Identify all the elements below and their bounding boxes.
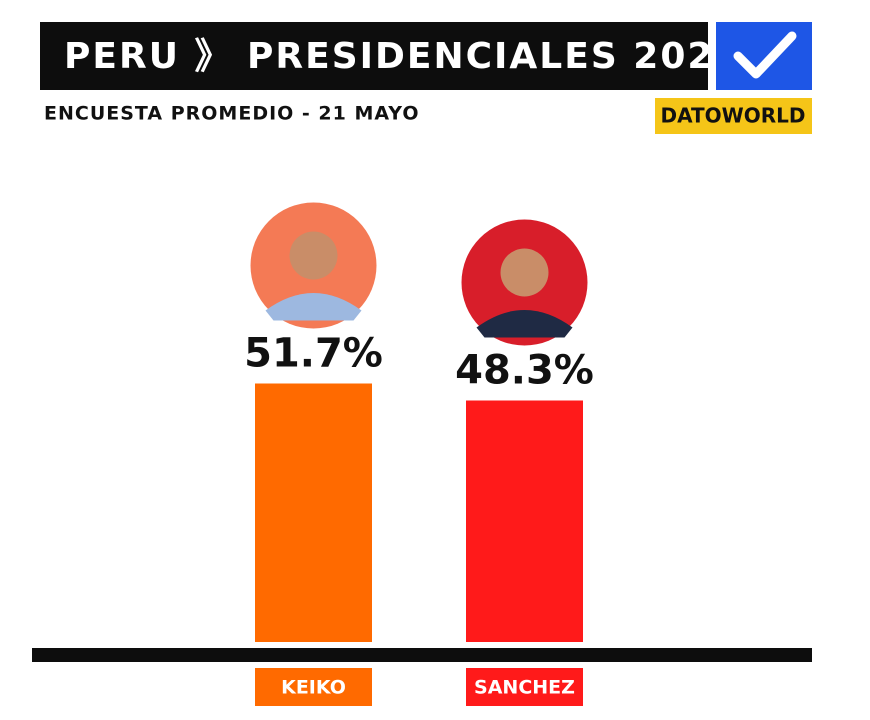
candidate-head bbox=[500, 248, 549, 297]
baseline bbox=[32, 648, 812, 662]
x-tick-label: SANCHEZ bbox=[474, 677, 575, 699]
check-icon-box bbox=[716, 22, 812, 90]
candidate-body bbox=[265, 293, 362, 321]
chart-subtitle: ENCUESTA PROMEDIO - 21 MAYO bbox=[44, 103, 420, 125]
category-box bbox=[255, 668, 372, 706]
x-tick-label: KEIKO bbox=[281, 677, 346, 699]
brand-box bbox=[655, 98, 812, 134]
check-icon bbox=[733, 31, 797, 79]
brand: DATOWORLD bbox=[661, 104, 806, 128]
value-label: 51.7% bbox=[244, 331, 383, 377]
category-box bbox=[466, 668, 583, 706]
value-label: 48.3% bbox=[455, 348, 594, 394]
bar bbox=[255, 383, 372, 642]
candidate-body bbox=[476, 310, 573, 338]
candidate-head bbox=[289, 231, 338, 280]
bar bbox=[466, 400, 583, 642]
chart-title: PERU 》 PRESIDENCIALES 2026 bbox=[64, 36, 741, 77]
title-bar bbox=[40, 22, 708, 90]
